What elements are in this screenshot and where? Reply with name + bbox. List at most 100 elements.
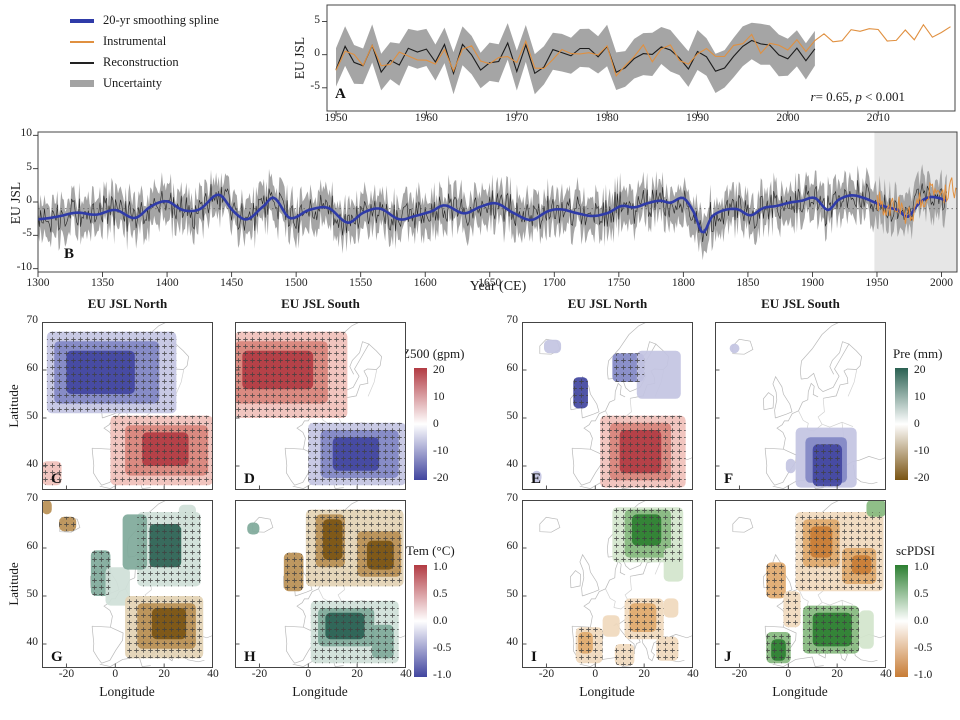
panel-b-x-tick: 1300 (26, 277, 50, 289)
map-lat-tick: 40 (26, 458, 39, 470)
map-lat-tick: 60 (506, 540, 519, 552)
legend: 20-yr smoothing spline Instrumental Reco… (70, 10, 219, 94)
map-lon-tick: -20 (538, 668, 555, 680)
map-lon-tick: 40 (687, 668, 699, 680)
colorbar-tick: 20 (914, 364, 926, 376)
map-lat-tick: 60 (26, 362, 39, 374)
longitude-axis-label-j: Longitude (772, 684, 828, 699)
panel-a-y-tick: 0 (314, 46, 320, 59)
map-lat-tick: 60 (26, 540, 39, 552)
map-lon-tick: 40 (880, 668, 892, 680)
correlation-annotation: r= 0.65, p < 0.001 (655, 89, 906, 105)
panel-b-x-tick: 1900 (800, 277, 824, 289)
p-symbol: p (855, 89, 862, 104)
map-lat-tick: 40 (506, 458, 519, 470)
panel-b-x-axis-label: Year (CE) (469, 279, 527, 294)
map-lon-tick: -20 (58, 668, 75, 680)
panel-a-x-tick: 1990 (685, 112, 709, 124)
colorbar-title-z500: Z500 (gpm) (402, 346, 465, 361)
map-lon-tick: 40 (400, 668, 412, 680)
colorbar-tick: -10 (433, 445, 449, 457)
legend-label: Reconstruction (103, 55, 179, 69)
colorbar-pre (895, 368, 908, 480)
map-lat-tick: 70 (26, 314, 39, 326)
colorbar-tick: 0.5 (914, 588, 929, 600)
map-lon-tick: 20 (831, 668, 843, 680)
map-lon-tick: 0 (592, 668, 599, 680)
panel-b-x-tick: 1650 (478, 277, 502, 289)
map-lat-tick: 40 (506, 636, 519, 648)
map-panel-letter: F (724, 471, 733, 487)
spline-line-swatch-icon (70, 18, 94, 23)
panel-b-x-tick: 1850 (736, 277, 760, 289)
map-lat-tick: 50 (26, 588, 39, 600)
map-lon-tick: -20 (731, 668, 748, 680)
instrumental-line-swatch-icon (70, 40, 94, 43)
colorbar-tick: 1.0 (433, 561, 448, 573)
colorbar-tick: 0.5 (433, 588, 448, 600)
panel-a-x-tick: 1950 (324, 112, 348, 124)
map-lon-tick: 0 (305, 668, 312, 680)
colorbar-tick: 20 (433, 364, 445, 376)
panel-a-y-tick: -5 (310, 79, 320, 92)
longitude-axis-label-f: Longitude (292, 684, 348, 699)
p-value: < 0.001 (861, 89, 905, 104)
map-lon-tick: 40 (207, 668, 219, 680)
map-panel-letter: I (531, 649, 537, 665)
map-title-g: EU JSL North (567, 296, 648, 311)
map-panel-d: D (235, 322, 406, 490)
colorbar-tick: -10 (914, 445, 930, 457)
colorbar-title-scpdsi: scPDSI (896, 543, 936, 558)
map-lat-tick: 40 (26, 636, 39, 648)
r-value: = 0.65, (815, 89, 856, 104)
map-panel-f: F (715, 322, 886, 490)
panel-b-y-tick: -10 (16, 260, 32, 273)
colorbar-tick: -20 (914, 472, 930, 484)
legend-item: 20-yr smoothing spline (70, 10, 219, 31)
map-lat-tick: 70 (26, 492, 39, 504)
map-lon-tick: 20 (638, 668, 650, 680)
map-panel-letter: D (244, 471, 255, 487)
colorbar-tick: 0.0 (433, 615, 448, 627)
map-panel-letter: G (51, 649, 63, 665)
map-title-c: EU JSL North (87, 296, 168, 311)
panel-a-x-tick: 2000 (776, 112, 800, 124)
map-lat-tick: 50 (26, 410, 39, 422)
map-lon-tick: 20 (351, 668, 363, 680)
panel-b-y-tick: 0 (26, 194, 32, 206)
panel-b-x-tick: 1700 (542, 277, 566, 289)
map-panel-h: H (235, 500, 406, 668)
panel-a-x-tick: 1970 (505, 112, 529, 124)
panel-a-letter: A (335, 86, 346, 102)
map-lat-tick: 70 (506, 314, 519, 326)
map-panel-e: E (522, 322, 693, 490)
legend-item: Instrumental (70, 31, 219, 52)
colorbar-tick: 0 (433, 418, 439, 430)
map-lat-tick: 60 (506, 362, 519, 374)
panel-a-x-tick: 1980 (595, 112, 619, 124)
colorbar-tick: 1.0 (914, 561, 929, 573)
map-lat-tick: 70 (506, 492, 519, 504)
map-lat-tick: 50 (506, 588, 519, 600)
map-panel-g: G (42, 500, 213, 668)
panel-b-y-tick: -5 (22, 227, 32, 240)
panel-b-x-tick: 1550 (349, 277, 373, 289)
map-panel-i: I (522, 500, 693, 668)
colorbar-tick: 0.0 (914, 615, 929, 627)
colorbar-tem (414, 565, 427, 677)
panel-b-x-tick: 1450 (220, 277, 244, 289)
panel-b-x-tick: 2000 (930, 277, 953, 289)
panel-a-x-tick: 1960 (414, 112, 438, 124)
panel-b-x-tick: 1350 (91, 277, 115, 289)
legend-label: 20-yr smoothing spline (103, 13, 219, 27)
map-lon-tick: 20 (158, 668, 170, 680)
uncertainty-band-swatch-icon (70, 80, 94, 87)
colorbar-tick: -0.5 (914, 642, 933, 654)
map-title-h: EU JSL South (761, 296, 840, 311)
colorbar-scpdsi (895, 565, 908, 677)
latitude-axis-label-row2: Latitude (6, 562, 21, 606)
panel-a-y-tick: 5 (314, 13, 320, 26)
colorbar-title-pre: Pre (mm) (893, 346, 943, 361)
r-symbol: r (810, 89, 816, 104)
